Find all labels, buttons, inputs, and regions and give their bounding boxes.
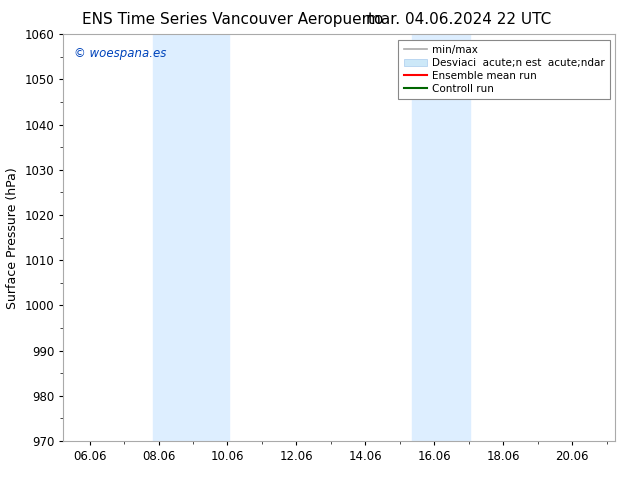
Text: © woespana.es: © woespana.es (74, 47, 167, 59)
Text: mar. 04.06.2024 22 UTC: mar. 04.06.2024 22 UTC (366, 12, 552, 27)
Legend: min/max, Desviaci  acute;n est  acute;ndar, Ensemble mean run, Controll run: min/max, Desviaci acute;n est acute;ndar… (399, 40, 610, 99)
Y-axis label: Surface Pressure (hPa): Surface Pressure (hPa) (6, 167, 19, 309)
Bar (153, 34, 229, 441)
Text: ENS Time Series Vancouver Aeropuerto: ENS Time Series Vancouver Aeropuerto (82, 12, 384, 27)
Bar (411, 34, 470, 441)
